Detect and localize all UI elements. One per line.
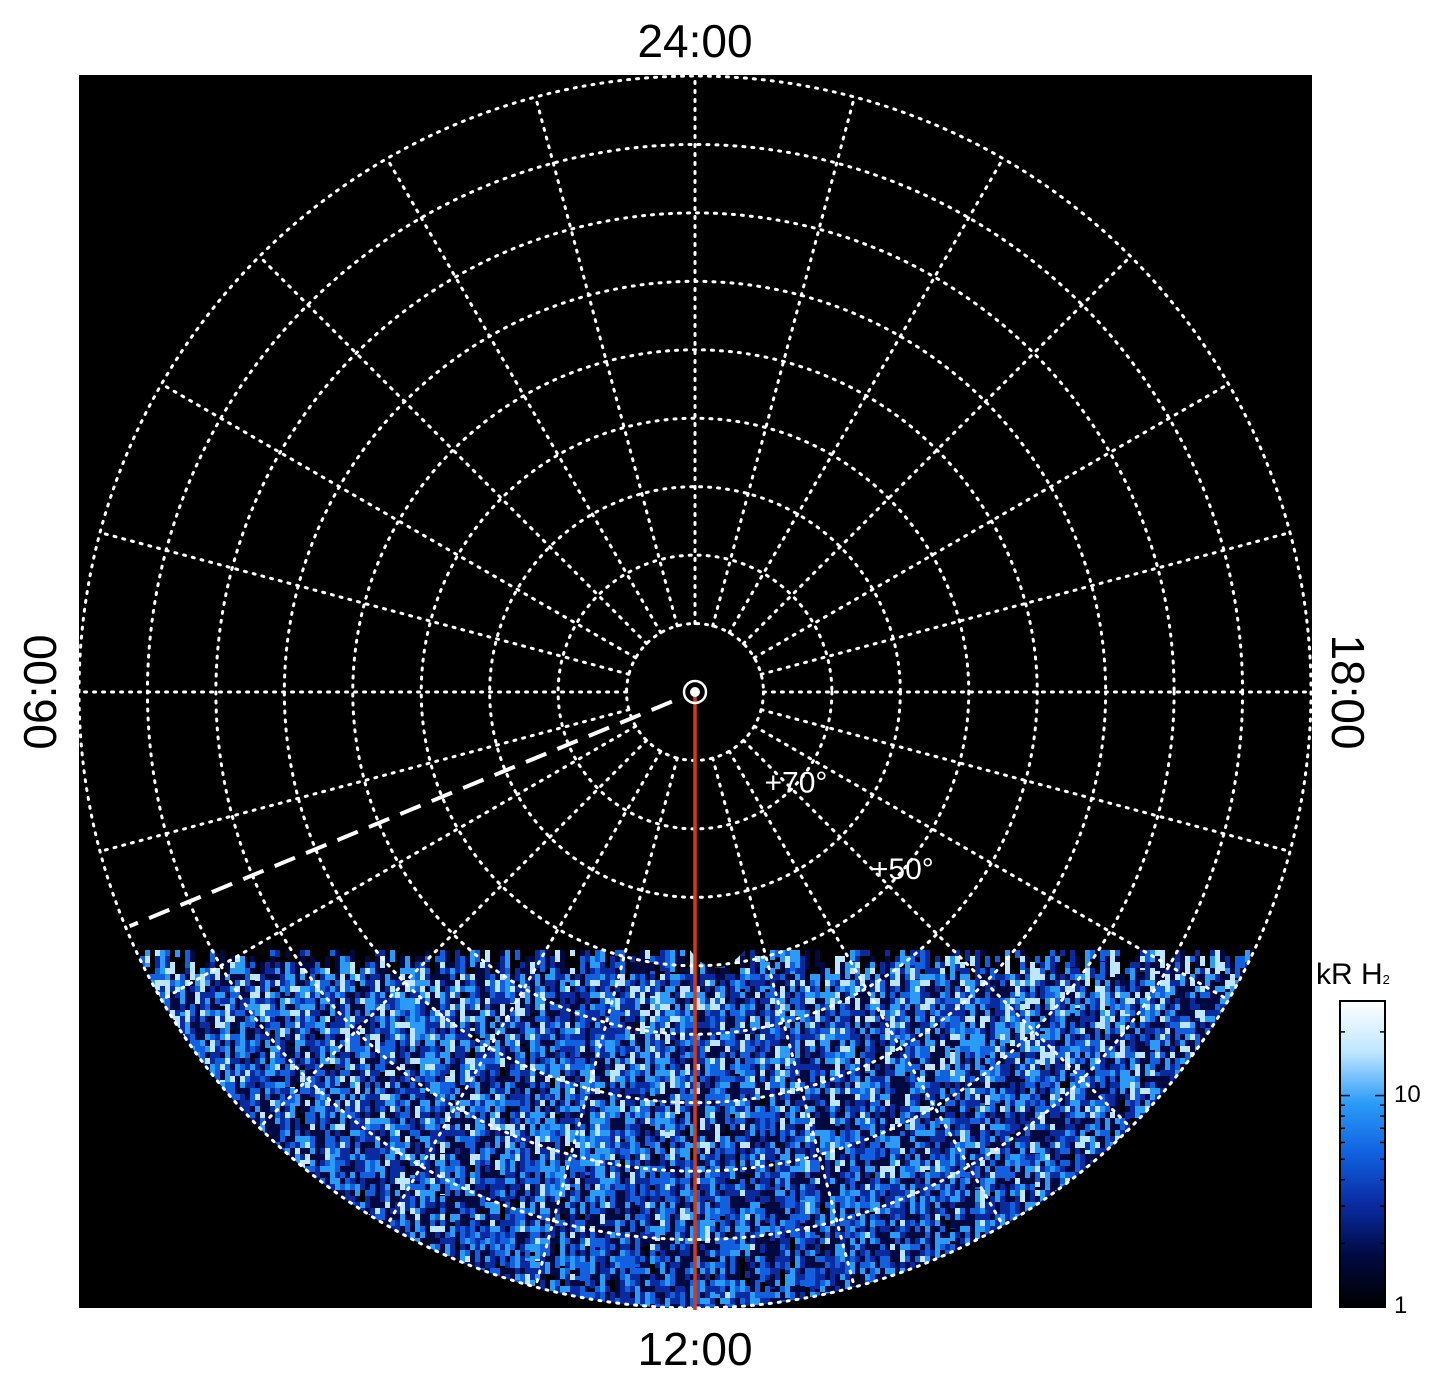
local-time-label-right: 18:00 (1322, 634, 1374, 750)
equator-circle (79, 75, 1312, 1308)
meridian-line (741, 254, 1133, 646)
meridian-line (160, 382, 638, 660)
meridian-line (534, 756, 679, 1289)
colorbar-tick-label: 1 (1394, 1292, 1408, 1319)
meridian-line (98, 531, 631, 676)
latitude-circle (351, 348, 1039, 1036)
meridian-line (711, 95, 856, 628)
meridian-line (385, 157, 663, 635)
colorbar-tick-label: 10 (1394, 1080, 1421, 1108)
meridian-line (257, 738, 649, 1130)
colorbar-tick-marks (1340, 1031, 1385, 1308)
latitude-label: +70° (764, 767, 827, 800)
colorbar-title: kR H2 (1316, 958, 1390, 992)
meridian-line (257, 254, 649, 646)
local-time-label-top: 24:00 (637, 15, 753, 67)
pole-marker (682, 679, 708, 705)
local-time-label-left: 06:00 (14, 634, 66, 750)
polar-grid (79, 75, 1312, 1308)
latitude-labels: +70° +50° (764, 767, 933, 886)
meridian-line (759, 708, 1292, 853)
latitude-label: +50° (871, 853, 934, 886)
meridian-line (727, 157, 1005, 635)
colorbar-title-subscript: 2 (1382, 972, 1390, 987)
meridian-line (752, 382, 1230, 660)
meridian-line (711, 756, 856, 1289)
meridian-line (534, 95, 679, 628)
meridian-line (98, 708, 631, 853)
latitude-circle (419, 416, 971, 968)
colorbar (1339, 1000, 1386, 1308)
meridian-line (752, 724, 1230, 1002)
meridian-line (160, 724, 638, 1002)
meridian-line (385, 749, 663, 1227)
meridian-line (759, 531, 1292, 676)
colorbar-title-main: kR H (1316, 958, 1383, 991)
meridian-line (741, 738, 1133, 1130)
latitude-circle (214, 211, 1176, 1173)
meridian-line (727, 749, 1005, 1227)
dashed-meridian-line (128, 699, 673, 929)
local-time-label-bottom: 12:00 (637, 1323, 753, 1375)
